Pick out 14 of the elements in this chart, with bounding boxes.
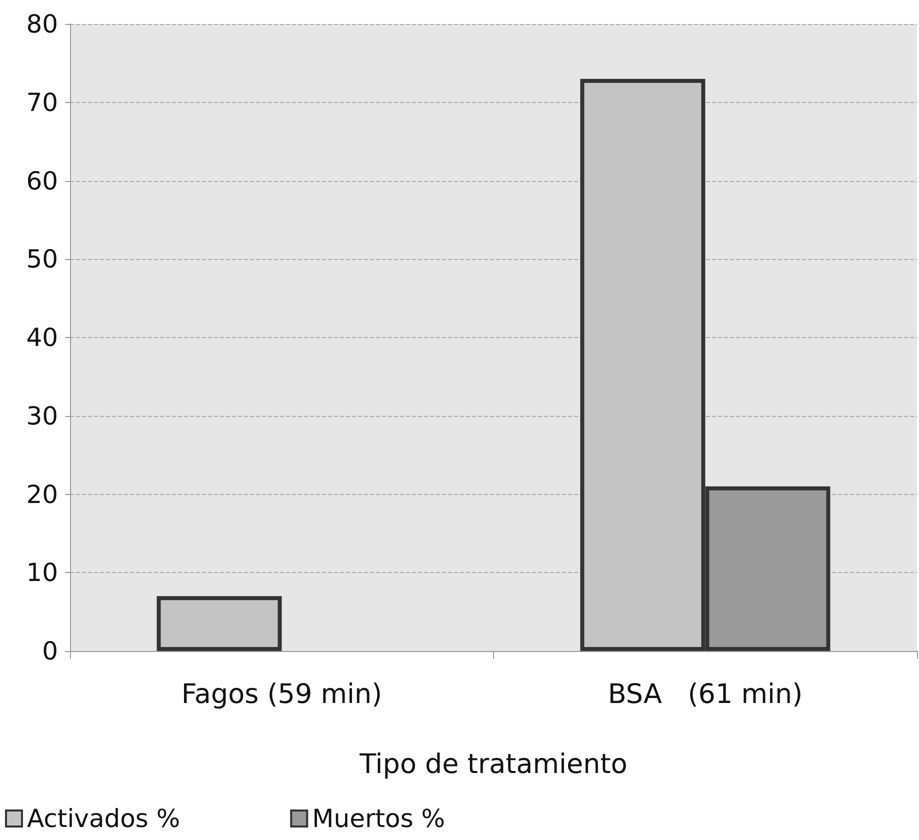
x-tick-label: BSA (61 min) [608,679,803,710]
x-tick-label: Fagos (59 min) [181,679,382,710]
y-tick-label: 10 [26,558,58,588]
y-tick-label: 70 [26,88,58,117]
y-tick-label: 20 [26,480,58,509]
legend-label: Activados % [27,804,180,833]
legend-label: Muertos % [312,804,446,833]
y-tick-label: 80 [26,10,58,38]
y-tick-label: 30 [26,401,58,430]
x-axis-title: Tipo de tratamiento [358,749,628,780]
y-tick-label: 0 [42,636,58,666]
y-tick-label: 40 [26,323,58,352]
y-tick-label: 50 [26,244,58,274]
y-tick-label: 60 [26,166,58,196]
